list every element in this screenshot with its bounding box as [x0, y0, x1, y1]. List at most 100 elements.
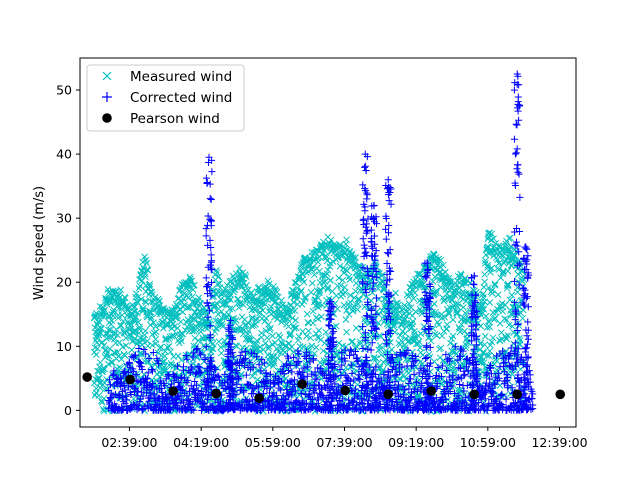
measured-wind-marker — [139, 258, 147, 266]
corrected-wind-marker — [385, 221, 393, 229]
corrected-wind-marker — [123, 396, 131, 404]
corrected-wind-marker — [522, 353, 530, 361]
measured-wind-marker — [504, 332, 512, 339]
y-tick-label: 0 — [64, 403, 72, 418]
corrected-wind-marker — [206, 322, 214, 330]
measured-wind-marker — [491, 280, 499, 288]
measured-wind-marker — [491, 314, 499, 322]
corrected-wind-marker — [286, 362, 294, 370]
corrected-wind-marker — [150, 390, 158, 398]
measured-wind-marker — [141, 273, 149, 281]
axes: 02:39:00 04:19:00 05:59:00 07:39:00 09:19:00… — [56, 57, 588, 450]
corrected-wind-marker — [512, 238, 520, 246]
corrected-wind-marker — [384, 249, 392, 257]
corrected-wind-marker — [127, 391, 135, 399]
corrected-wind-marker — [415, 369, 423, 377]
measured-wind-marker — [449, 348, 456, 355]
measured-wind-marker — [477, 322, 485, 330]
corrected-wind-marker — [426, 305, 434, 313]
pearson-wind-point — [211, 388, 221, 399]
corrected-wind-marker — [508, 361, 516, 369]
corrected-wind-marker — [202, 343, 210, 351]
measured-wind-marker — [291, 307, 299, 315]
corrected-wind-marker — [396, 393, 404, 401]
plot-area — [82, 70, 566, 415]
measured-wind-marker — [181, 326, 189, 334]
measured-wind-marker — [487, 268, 494, 276]
measured-wind-marker — [350, 294, 358, 302]
measured-wind-marker — [117, 286, 125, 294]
measured-wind-marker — [218, 349, 225, 357]
corrected-wind-marker — [144, 369, 152, 377]
measured-wind-marker — [134, 309, 141, 317]
corrected-wind-marker — [367, 226, 375, 234]
measured-wind-marker — [488, 264, 496, 272]
measured-wind-marker — [488, 338, 496, 346]
corrected-wind-marker — [423, 362, 431, 370]
pearson-wind-point — [125, 374, 135, 385]
measured-wind-marker — [439, 261, 447, 269]
corrected-wind-marker — [369, 387, 377, 395]
corrected-wind-marker — [523, 260, 531, 268]
corrected-wind-marker — [425, 313, 433, 321]
corrected-wind-marker — [469, 359, 477, 367]
corrected-wind-marker — [288, 368, 296, 376]
corrected-wind-marker — [448, 382, 456, 390]
corrected-wind-marker — [413, 406, 421, 414]
measured-wind-marker — [249, 372, 256, 380]
measured-wind-marker — [486, 347, 494, 355]
measured-wind-marker — [373, 308, 381, 316]
corrected-wind-marker — [358, 367, 366, 375]
measured-wind-marker — [430, 290, 438, 298]
corrected-wind-marker — [298, 369, 306, 377]
corrected-wind-marker — [204, 391, 212, 399]
corrected-wind-marker — [196, 349, 204, 357]
measured-wind-marker — [319, 271, 327, 279]
measured-wind-marker — [447, 278, 455, 286]
measured-wind-marker — [416, 270, 424, 278]
corrected-wind-marker — [524, 318, 532, 326]
corrected-wind-marker — [192, 346, 200, 354]
measured-wind-marker — [152, 323, 159, 330]
corrected-wind-marker — [368, 252, 376, 260]
corrected-wind-marker — [161, 394, 169, 402]
measured-wind-marker — [483, 364, 490, 372]
corrected-wind-marker — [456, 364, 464, 372]
measured-wind-marker — [437, 284, 445, 291]
measured-wind-marker — [136, 282, 144, 290]
corrected-wind-marker — [383, 185, 391, 193]
corrected-wind-marker — [182, 351, 190, 359]
corrected-wind-marker — [190, 385, 198, 393]
corrected-wind-marker — [343, 373, 351, 381]
corrected-wind-marker — [514, 351, 522, 359]
corrected-wind-marker — [173, 374, 181, 382]
measured-wind-marker — [335, 274, 343, 282]
measured-wind-marker — [286, 330, 294, 338]
corrected-wind-marker — [423, 266, 431, 274]
corrected-wind-marker — [421, 325, 429, 333]
corrected-wind-marker — [513, 224, 521, 232]
corrected-wind-marker — [442, 395, 450, 403]
measured-wind-marker — [343, 236, 350, 244]
measured-wind-marker — [356, 296, 363, 303]
corrected-wind-marker — [473, 307, 481, 315]
corrected-wind-marker — [400, 391, 408, 399]
measured-wind-marker — [96, 374, 103, 382]
measured-wind-marker — [314, 294, 322, 302]
corrected-wind-marker — [197, 369, 205, 377]
corrected-wind-marker — [515, 170, 523, 178]
corrected-wind-marker — [205, 153, 213, 161]
corrected-wind-marker — [459, 347, 467, 355]
measured-wind-marker — [491, 281, 499, 289]
corrected-wind-marker — [206, 194, 214, 202]
corrected-wind-marker — [221, 370, 229, 378]
corrected-wind-marker — [515, 101, 523, 109]
measured-wind-marker — [499, 307, 507, 315]
measured-wind-marker — [363, 293, 370, 301]
measured-wind-marker — [343, 307, 350, 314]
measured-wind-marker — [429, 278, 437, 285]
corrected-wind-marker — [392, 386, 400, 394]
corrected-wind-marker — [367, 346, 375, 354]
measured-wind-marker — [506, 296, 514, 304]
